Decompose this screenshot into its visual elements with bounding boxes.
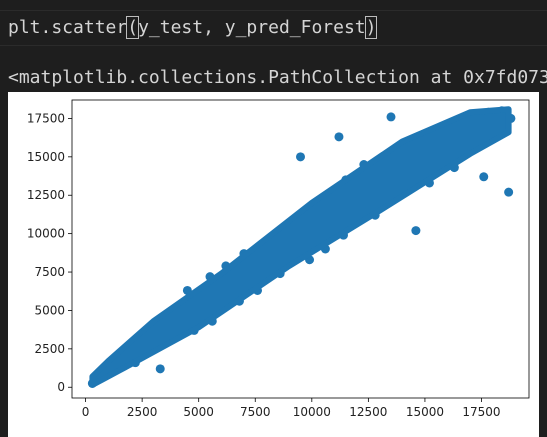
scatter-point	[155, 364, 165, 374]
x-tick-label: 12500	[349, 405, 387, 419]
x-tick-label: 15000	[406, 405, 444, 419]
y-tick-label: 2500	[34, 342, 65, 356]
x-tick-label: 0	[82, 405, 90, 419]
code-input-area[interactable]: plt.scatter(y_test, y_pred_Forest)	[0, 10, 547, 46]
x-tick-label: 10000	[293, 405, 331, 419]
scatter-point	[411, 226, 421, 236]
y-tick-label: 7500	[34, 265, 65, 279]
y-tick-label: 12500	[27, 188, 65, 202]
scatter-cloud	[89, 106, 512, 388]
scatter-point	[334, 132, 344, 142]
y-tick-label: 10000	[27, 227, 65, 241]
code-line[interactable]: plt.scatter(y_test, y_pred_Forest)	[8, 16, 378, 39]
scatter-figure: 0 2500 5000 7500 10000 12500 15000 17500 0 2500 50…	[8, 92, 539, 437]
scatter-point	[296, 152, 305, 162]
x-tick-label: 2500	[127, 405, 158, 419]
open-paren-highlight: (	[126, 16, 140, 39]
y-tick-label: 0	[57, 380, 65, 394]
x-tick-label: 5000	[183, 405, 214, 419]
y-tick-label: 15000	[27, 150, 65, 164]
x-tick-label: 17500	[462, 405, 500, 419]
output-repr: <matplotlib.collections.PathCollection a…	[8, 67, 547, 88]
scatter-chart: 0 2500 5000 7500 10000 12500 15000 17500 0 2500 50…	[27, 99, 530, 419]
code-arguments: y_test, y_pred_Forest	[138, 17, 366, 38]
scatter-point	[386, 112, 396, 122]
y-tick-label: 5000	[34, 303, 65, 317]
scatter-point	[504, 187, 514, 197]
y-tick-label: 17500	[27, 111, 65, 125]
x-tick-label: 7500	[240, 405, 271, 419]
code-function: plt.scatter	[8, 17, 128, 38]
scatter-point	[479, 172, 489, 182]
close-paren-highlight: )	[364, 16, 378, 39]
